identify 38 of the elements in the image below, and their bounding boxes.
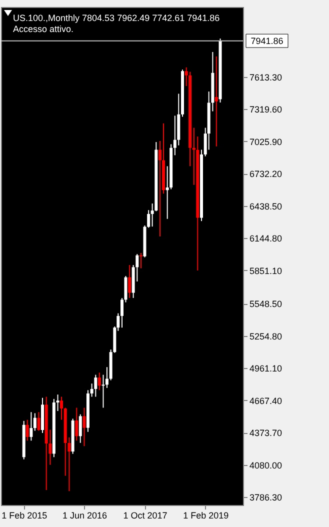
candlestick xyxy=(98,372,101,391)
candlestick xyxy=(60,396,63,420)
ref-line-label: 7941.86 xyxy=(250,36,284,46)
x-tick-label: 1 Jun 2016 xyxy=(62,510,108,520)
y-tick-label: 6438.50 xyxy=(250,201,282,212)
y-tick-label: 4961.10 xyxy=(250,364,282,374)
y-tick-label: 5548.50 xyxy=(250,299,282,310)
candlestick xyxy=(214,56,218,147)
y-tick-label: 5254.80 xyxy=(250,331,282,342)
candlestick xyxy=(78,414,82,444)
y-tick-label: 7613.30 xyxy=(250,72,282,82)
candlestick xyxy=(140,252,143,269)
candlestick xyxy=(56,394,60,412)
candlestick xyxy=(105,366,108,388)
candlestick xyxy=(94,374,98,398)
x-tick-label: 1 Oct 2017 xyxy=(123,510,168,520)
y-tick-label: 4667.40 xyxy=(250,396,282,406)
text: US.100.,Monthly 7804.53 7962.49 7742.61 7941.86 xyxy=(13,13,220,23)
y-tick-label: 5851.10 xyxy=(250,266,282,276)
y-tick-label: 4373.70 xyxy=(250,428,282,438)
y-tick-label: 7025.90 xyxy=(250,136,282,147)
text: Accesso attivo. xyxy=(13,24,74,34)
x-tick-label: 1 Feb 2015 xyxy=(2,510,48,520)
y-tick-label: 6732.20 xyxy=(250,169,282,180)
y-tick-label: 3786.30 xyxy=(250,492,282,503)
candlestick xyxy=(147,210,150,228)
candlestick xyxy=(33,412,36,432)
candlestick xyxy=(102,374,105,408)
candlestick xyxy=(75,407,78,442)
x-tick-label: 1 Feb 2019 xyxy=(183,510,229,520)
candlestick xyxy=(37,412,40,432)
y-tick-label: 7319.60 xyxy=(250,104,282,115)
candlestick xyxy=(30,412,33,442)
y-tick-label: 4080.00 xyxy=(250,460,282,470)
candlestick xyxy=(82,407,86,447)
candlestick xyxy=(128,264,132,298)
y-tick-label: 6144.80 xyxy=(250,234,282,244)
candlestick xyxy=(26,419,29,442)
